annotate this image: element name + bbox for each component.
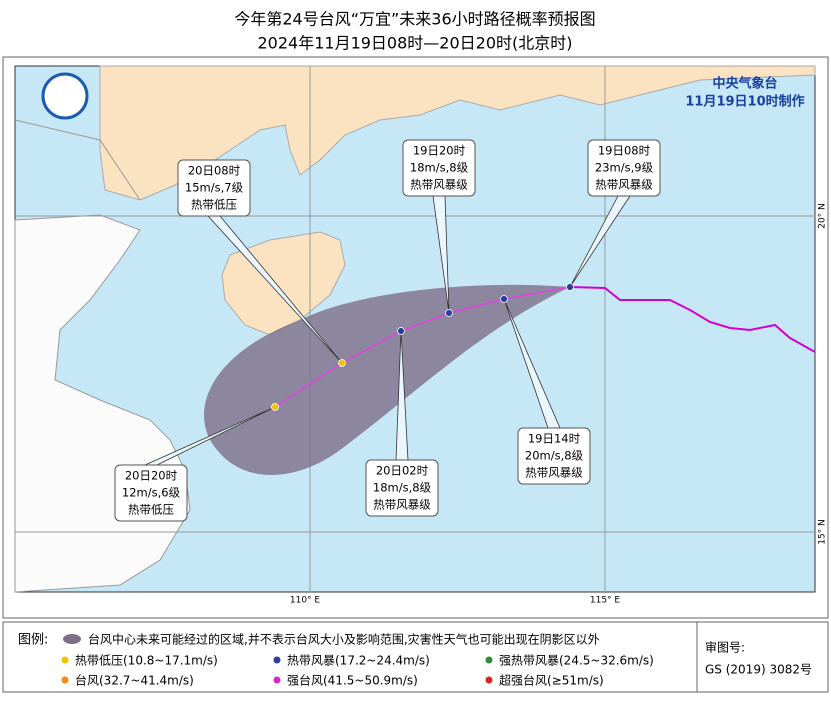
legend-marker bbox=[61, 676, 69, 684]
legend-cone: 台风中心未来可能经过的区域,并不表示台风大小及影响范围,灾害性天气也可能出现在阴… bbox=[88, 632, 600, 647]
track-point bbox=[397, 327, 405, 335]
callout-box bbox=[365, 459, 439, 517]
callout-text: 热带低压 bbox=[128, 503, 174, 517]
legend-marker bbox=[485, 676, 493, 684]
legend-marker bbox=[273, 656, 281, 664]
callout-text: 热带风暴级 bbox=[373, 498, 431, 512]
callout-text: 热带低压 bbox=[191, 198, 237, 212]
legend-title: 图例: bbox=[18, 633, 48, 648]
callout-text: 18m/s,8级 bbox=[410, 161, 469, 175]
callout-box bbox=[402, 139, 476, 197]
agency: 中央气象台 bbox=[712, 76, 777, 92]
legend-label: 强台风(41.5~50.9m/s) bbox=[287, 673, 418, 688]
title: 今年第24号台风“万宜”未来36小时路径概率预报图 bbox=[234, 10, 595, 29]
track-point bbox=[566, 283, 574, 291]
track-point bbox=[271, 403, 279, 411]
callout-text: 热带风暴级 bbox=[410, 178, 468, 192]
approval-number: GS (2019) 3082号 bbox=[705, 663, 812, 677]
issued: 11月19日10时制作 bbox=[685, 94, 804, 110]
callout-text: 19日08时 bbox=[598, 144, 651, 158]
subtitle: 2024年11月19日08时—20日20时(北京时) bbox=[257, 34, 572, 53]
grid-label: 15° N bbox=[818, 519, 828, 545]
legend-marker bbox=[485, 656, 493, 664]
track-point bbox=[338, 359, 346, 367]
grid-label: 115° E bbox=[590, 596, 621, 606]
callout-text: 15m/s,7级 bbox=[185, 181, 244, 195]
callout-text: 12m/s,6级 bbox=[122, 486, 181, 500]
callout-text: 20m/s,8级 bbox=[525, 449, 584, 463]
legend-label: 台风(32.7~41.4m/s) bbox=[75, 673, 194, 688]
callout-text: 热带风暴级 bbox=[595, 178, 653, 192]
callout-box bbox=[114, 464, 188, 522]
callout-text: 18m/s,8级 bbox=[373, 481, 432, 495]
grid-label: 20° N bbox=[818, 203, 828, 229]
track-point bbox=[500, 295, 508, 303]
track-point bbox=[445, 309, 453, 317]
legend-label: 超强台风(≥51m/s) bbox=[499, 673, 604, 688]
callout-text: 23m/s,9级 bbox=[595, 161, 654, 175]
callout-text: 热带风暴级 bbox=[525, 466, 583, 480]
legend-label: 强热带风暴(24.5~32.6m/s) bbox=[499, 654, 654, 668]
approval-label: 审图号: bbox=[705, 640, 745, 655]
callout-box bbox=[587, 139, 661, 197]
callout-text: 19日14时 bbox=[528, 432, 581, 446]
callout-text: 19日20时 bbox=[413, 144, 466, 158]
callout-box bbox=[177, 159, 251, 217]
callout-text: 20日08时 bbox=[188, 164, 241, 178]
callout-text: 20日20时 bbox=[125, 469, 178, 483]
callout-box bbox=[517, 427, 591, 485]
callout-text: 20日02时 bbox=[376, 464, 429, 478]
legend-label: 热带低压(10.8~17.1m/s) bbox=[75, 654, 218, 668]
legend-marker bbox=[61, 656, 69, 664]
grid-label: 110° E bbox=[290, 596, 321, 606]
legend-label: 热带风暴(17.2~24.4m/s) bbox=[287, 654, 430, 668]
legend-marker bbox=[273, 676, 281, 684]
